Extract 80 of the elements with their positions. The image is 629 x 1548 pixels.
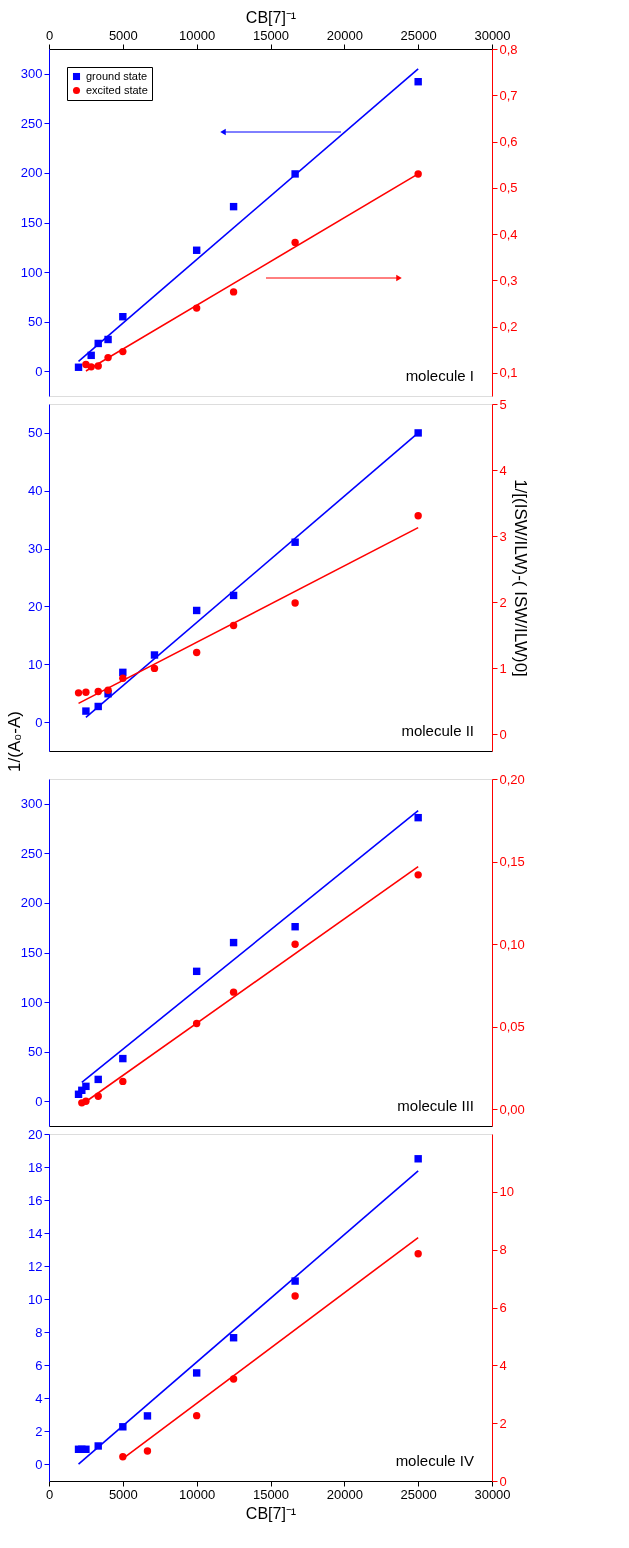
y-tick-label: 200 [20, 165, 43, 181]
y-tick-label: 6 [35, 1357, 43, 1373]
y-tick-label: 300 [20, 796, 43, 812]
x-tick-label: 15000 [252, 27, 290, 43]
y2-tick-label: 0,3 [499, 272, 518, 288]
y-tick-label: 20 [28, 1126, 43, 1142]
annotation: molecule III [397, 1097, 474, 1114]
x-tick-label: 25000 [400, 1486, 437, 1502]
y-tick-label: 0 [35, 363, 43, 379]
x-tick-label: 30000 [474, 27, 511, 43]
y-tick-label: 50 [28, 425, 43, 441]
x-tick-label: 25000 [400, 27, 437, 43]
y2-tick-label: 0,1 [499, 365, 518, 381]
y2-tick-label: 1 [499, 660, 507, 676]
y2-axis-title: 1/[(ISW/ILW)-( ISW/ILW)0] [510, 479, 530, 677]
y2-tick-label: 0,20 [499, 771, 525, 787]
y-tick-label: 50 [28, 314, 43, 330]
annotation: molecule IV [395, 1452, 474, 1469]
x-axis-title: CB[7]⁻¹ [245, 1504, 297, 1522]
y2-tick-label: 2 [499, 594, 507, 610]
y-tick-label: 30 [28, 541, 43, 557]
y-tick-label: 0 [35, 1093, 43, 1109]
y-tick-label: 40 [28, 483, 43, 499]
y2-tick-label: 0,2 [499, 319, 518, 335]
y-tick-label: 100 [20, 264, 43, 280]
y2-tick-label: 8 [499, 1242, 507, 1258]
y-tick-label: 20 [28, 598, 43, 614]
annotation: molecule II [401, 722, 474, 739]
legend-label: excited state [86, 83, 148, 96]
y-tick-label: 8 [35, 1324, 43, 1340]
y2-tick-label: 5 [499, 396, 507, 412]
y2-tick-label: 0 [499, 726, 507, 742]
x-tick-label: 10000 [179, 27, 216, 43]
x-tick-label: 0 [45, 27, 54, 43]
y2-tick-label: 0,5 [499, 180, 518, 196]
x-tick-label: 5000 [108, 27, 138, 43]
y-tick-label: 0 [35, 714, 43, 730]
y2-tick-label: 0,8 [499, 41, 518, 57]
y-tick-label: 12 [28, 1258, 43, 1274]
x-tick-label: 30000 [474, 1486, 511, 1502]
y2-tick-label: 0,05 [499, 1019, 525, 1035]
y2-tick-label: 0 [499, 1473, 507, 1489]
y2-tick-label: 6 [499, 1300, 507, 1315]
x-tick-label: 20000 [326, 27, 363, 43]
y-tick-label: 0 [35, 1456, 43, 1472]
x-tick-label: 15000 [252, 1486, 290, 1502]
y2-tick-label: 0,15 [499, 854, 525, 870]
y2-tick-label: 3 [499, 528, 507, 544]
y-tick-label: 10 [28, 1291, 43, 1307]
annotation: molecule I [405, 367, 474, 384]
y2-tick-label: 0,4 [499, 226, 518, 242]
y-axis-title: 1/(A₀-A) [5, 711, 25, 772]
y-tick-label: 250 [20, 845, 43, 861]
x-tick-label: 20000 [326, 1486, 363, 1502]
y-tick-label: 4 [35, 1390, 43, 1406]
x-axis-title: CB[7]⁻¹ [245, 8, 297, 26]
y2-tick-label: 0,7 [499, 87, 518, 103]
y-tick-label: 10 [28, 656, 43, 672]
y-tick-label: 250 [20, 115, 43, 131]
y2-tick-label: 0,6 [499, 134, 518, 150]
y-tick-label: 150 [20, 215, 43, 230]
y-tick-label: 14 [28, 1225, 43, 1241]
y-tick-label: 16 [28, 1192, 43, 1208]
x-tick-label: 0 [45, 1486, 54, 1502]
y-tick-label: 150 [20, 945, 43, 960]
x-tick-label: 10000 [179, 1486, 216, 1502]
y2-tick-label: 4 [499, 462, 507, 478]
y-tick-label: 300 [20, 66, 43, 82]
y-tick-label: 18 [28, 1159, 43, 1175]
y2-tick-label: 10 [499, 1184, 514, 1200]
y-tick-label: 200 [20, 895, 43, 911]
y2-tick-label: 0,00 [499, 1101, 525, 1117]
y2-tick-label: 0,10 [499, 936, 525, 952]
x-tick-label: 5000 [108, 1486, 138, 1502]
y2-tick-label: 2 [499, 1415, 507, 1431]
y-tick-label: 2 [35, 1423, 43, 1439]
y-tick-label: 50 [28, 1044, 43, 1060]
y-tick-label: 100 [20, 994, 43, 1010]
y2-tick-label: 4 [499, 1357, 507, 1373]
legend-label: ground state [86, 69, 148, 82]
